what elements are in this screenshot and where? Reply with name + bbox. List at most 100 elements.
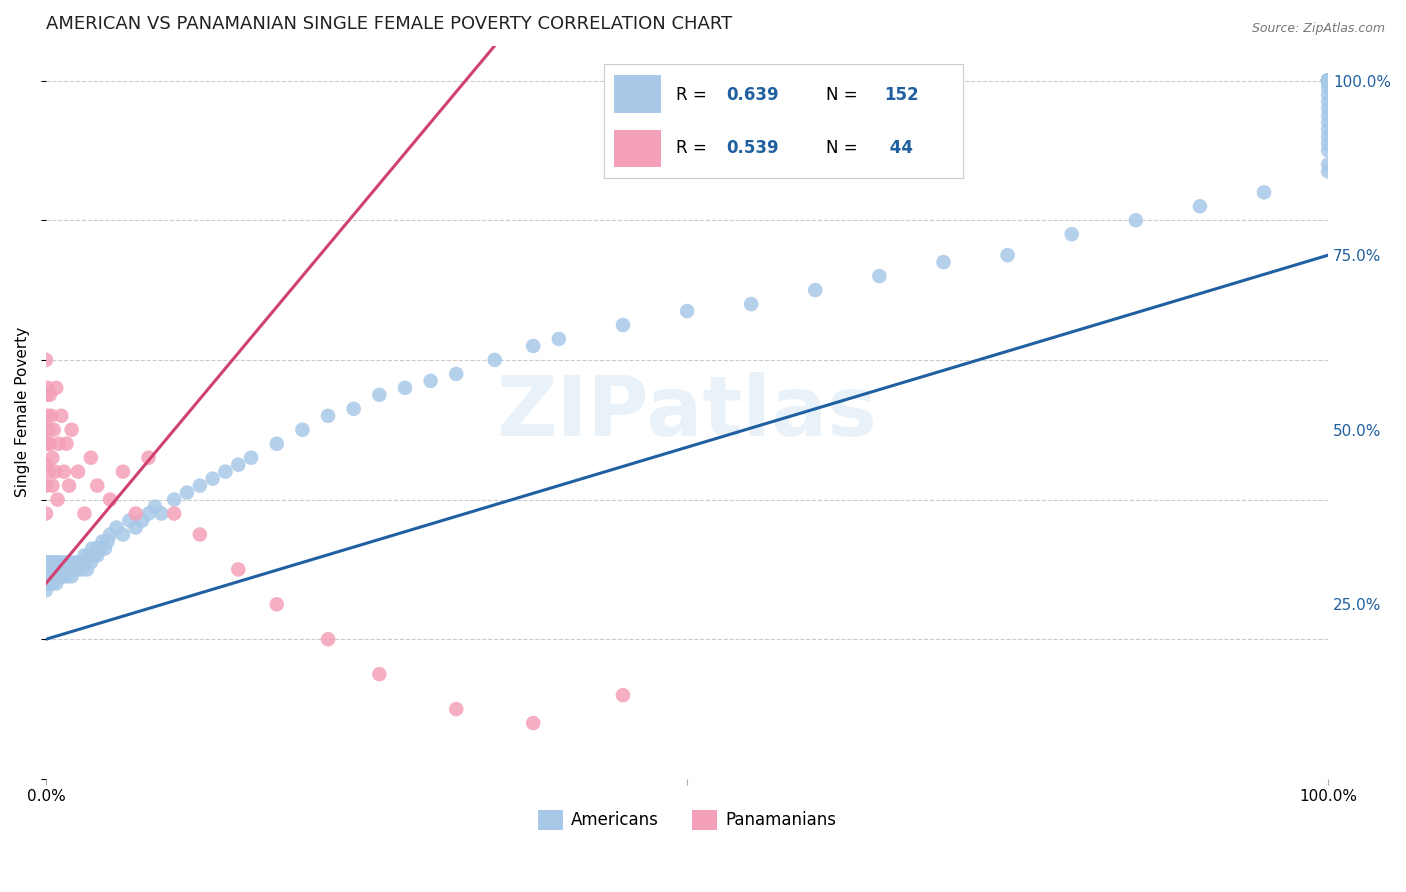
Point	[676, 304, 699, 318]
Point	[35, 562, 58, 576]
Point	[111, 465, 134, 479]
Point	[1317, 73, 1340, 87]
Point	[143, 500, 166, 514]
Point	[131, 514, 153, 528]
Point	[35, 388, 58, 402]
Point	[266, 598, 288, 612]
Point	[44, 465, 66, 479]
Point	[105, 520, 128, 534]
Point	[38, 465, 60, 479]
Point	[35, 562, 58, 576]
Point	[1317, 73, 1340, 87]
Point	[1317, 122, 1340, 136]
Point	[201, 472, 224, 486]
Point	[41, 556, 63, 570]
Point	[188, 527, 211, 541]
Point	[740, 297, 762, 311]
Point	[48, 436, 70, 450]
Point	[39, 409, 62, 423]
Point	[1317, 73, 1340, 87]
Y-axis label: Single Female Poverty: Single Female Poverty	[15, 327, 30, 498]
Point	[66, 556, 89, 570]
Text: AMERICAN VS PANAMANIAN SINGLE FEMALE POVERTY CORRELATION CHART: AMERICAN VS PANAMANIAN SINGLE FEMALE POV…	[46, 15, 733, 33]
Point	[69, 556, 91, 570]
Point	[53, 556, 76, 570]
Text: ZIPatlas: ZIPatlas	[496, 372, 877, 453]
Point	[1317, 73, 1340, 87]
Point	[35, 352, 58, 367]
Point	[80, 450, 103, 465]
Point	[1317, 73, 1340, 87]
Point	[42, 569, 65, 583]
Point	[45, 569, 67, 583]
Point	[53, 562, 76, 576]
Point	[41, 450, 63, 465]
Point	[38, 576, 60, 591]
Point	[35, 569, 58, 583]
Point	[240, 450, 263, 465]
Point	[56, 556, 79, 570]
Point	[48, 562, 70, 576]
Point	[39, 569, 62, 583]
Point	[35, 507, 58, 521]
Point	[522, 716, 544, 731]
Point	[55, 569, 77, 583]
Point	[1317, 73, 1340, 87]
Point	[1317, 73, 1340, 87]
Point	[1317, 73, 1340, 87]
Point	[35, 478, 58, 492]
Point	[55, 436, 77, 450]
Point	[138, 507, 160, 521]
Point	[48, 556, 70, 570]
Point	[45, 576, 67, 591]
Point	[73, 549, 96, 563]
Point	[91, 534, 114, 549]
Point	[1317, 73, 1340, 87]
Point	[111, 527, 134, 541]
Point	[45, 381, 67, 395]
Point	[1317, 73, 1340, 87]
Point	[446, 702, 468, 716]
Point	[226, 458, 249, 472]
Point	[446, 367, 468, 381]
Point	[44, 556, 66, 570]
Point	[368, 667, 391, 681]
Point	[96, 534, 118, 549]
Point	[60, 423, 83, 437]
Point	[997, 248, 1019, 262]
Point	[35, 569, 58, 583]
Point	[1317, 73, 1340, 87]
Point	[58, 478, 80, 492]
Point	[1317, 73, 1340, 87]
Point	[1317, 73, 1340, 87]
Point	[98, 492, 121, 507]
Point	[1317, 73, 1340, 87]
Point	[1317, 144, 1340, 158]
Point	[1317, 73, 1340, 87]
Point	[932, 255, 955, 269]
Point	[86, 549, 108, 563]
Point	[1060, 227, 1083, 242]
Point	[804, 283, 827, 297]
Point	[1317, 73, 1340, 87]
Point	[547, 332, 569, 346]
Point	[35, 562, 58, 576]
Point	[1125, 213, 1147, 227]
Point	[59, 556, 82, 570]
Point	[35, 576, 58, 591]
Point	[419, 374, 441, 388]
Point	[35, 583, 58, 598]
Point	[98, 527, 121, 541]
Point	[37, 436, 59, 450]
Point	[38, 436, 60, 450]
Point	[1317, 157, 1340, 171]
Point	[35, 562, 58, 576]
Point	[52, 569, 75, 583]
Point	[70, 562, 93, 576]
Point	[41, 576, 63, 591]
Point	[52, 465, 75, 479]
Point	[94, 541, 117, 556]
Point	[63, 556, 86, 570]
Point	[1317, 80, 1340, 95]
Point	[1317, 164, 1340, 178]
